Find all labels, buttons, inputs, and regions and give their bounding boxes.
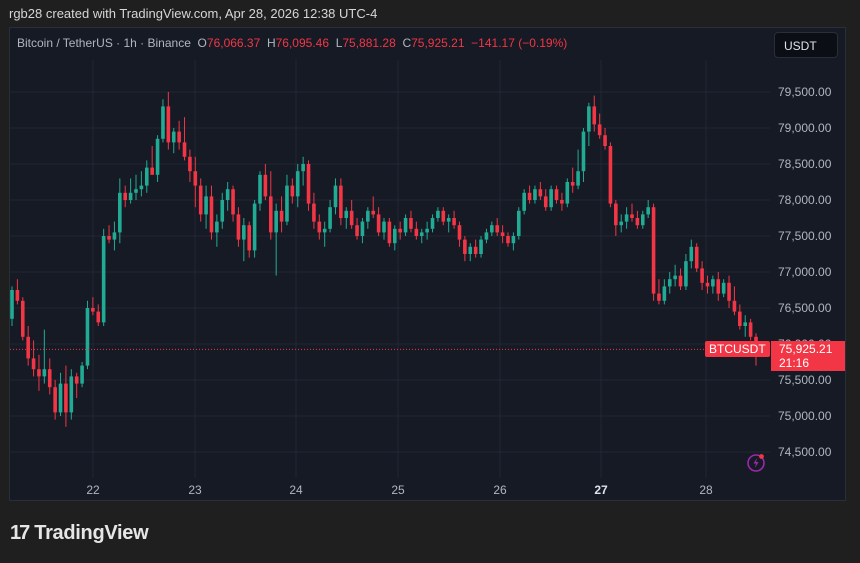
price-tick-label: 76,500.00 — [778, 301, 832, 315]
open-value: 76,066.37 — [206, 36, 261, 50]
low-label: L — [335, 36, 343, 50]
time-tick-label: 24 — [289, 483, 303, 497]
chart-credit: rgb28 created with TradingView.com, Apr … — [9, 6, 378, 21]
price-tick-label: 79,000.00 — [778, 121, 832, 135]
price-tick-label: 77,000.00 — [778, 265, 832, 279]
time-tick-label: 23 — [188, 483, 202, 497]
symbol-description[interactable]: Bitcoin / TetherUS · 1h · Binance — [17, 36, 191, 50]
price-tick-label: 79,500.00 — [778, 85, 832, 99]
price-tick-label: 77,500.00 — [778, 229, 832, 243]
high-label: H — [266, 36, 276, 50]
bar-countdown: 21:16 — [779, 356, 810, 370]
symbol-price-label: BTCUSDT — [705, 341, 770, 357]
last-price-label: 75,925.21 21:16 — [771, 341, 845, 371]
close-label: C — [402, 36, 412, 50]
price-tick-label: 74,500.00 — [778, 445, 832, 459]
ohlc-legend: Bitcoin / TetherUS · 1h · Binance O76,06… — [17, 36, 567, 50]
time-tick-label: 22 — [86, 483, 100, 497]
time-tick-label: 28 — [699, 483, 713, 497]
tradingview-logo: 17 TradingView — [10, 522, 149, 545]
low-value: 75,881.28 — [342, 36, 396, 50]
time-tick-label: 27 — [594, 483, 608, 497]
price-tick-label: 78,500.00 — [778, 157, 832, 171]
tradingview-mark-icon: 17 — [10, 522, 30, 544]
currency-button[interactable]: USDT — [774, 32, 838, 58]
high-value: 76,095.46 — [275, 36, 330, 50]
lightning-alert-icon[interactable] — [746, 452, 766, 472]
price-tick-label: 78,000.00 — [778, 193, 832, 207]
open-label: O — [197, 36, 207, 50]
candlestick-chart[interactable] — [10, 60, 846, 478]
last-price-value: 75,925.21 — [779, 342, 833, 356]
price-tick-label: 75,500.00 — [778, 373, 832, 387]
price-tick-label: 75,000.00 — [778, 409, 832, 423]
tradingview-wordmark: TradingView — [34, 522, 149, 544]
time-tick-label: 25 — [391, 483, 405, 497]
close-value: 75,925.21 — [411, 36, 465, 50]
price-change: −141.17 (−0.19%) — [471, 36, 568, 50]
time-tick-label: 26 — [493, 483, 507, 497]
